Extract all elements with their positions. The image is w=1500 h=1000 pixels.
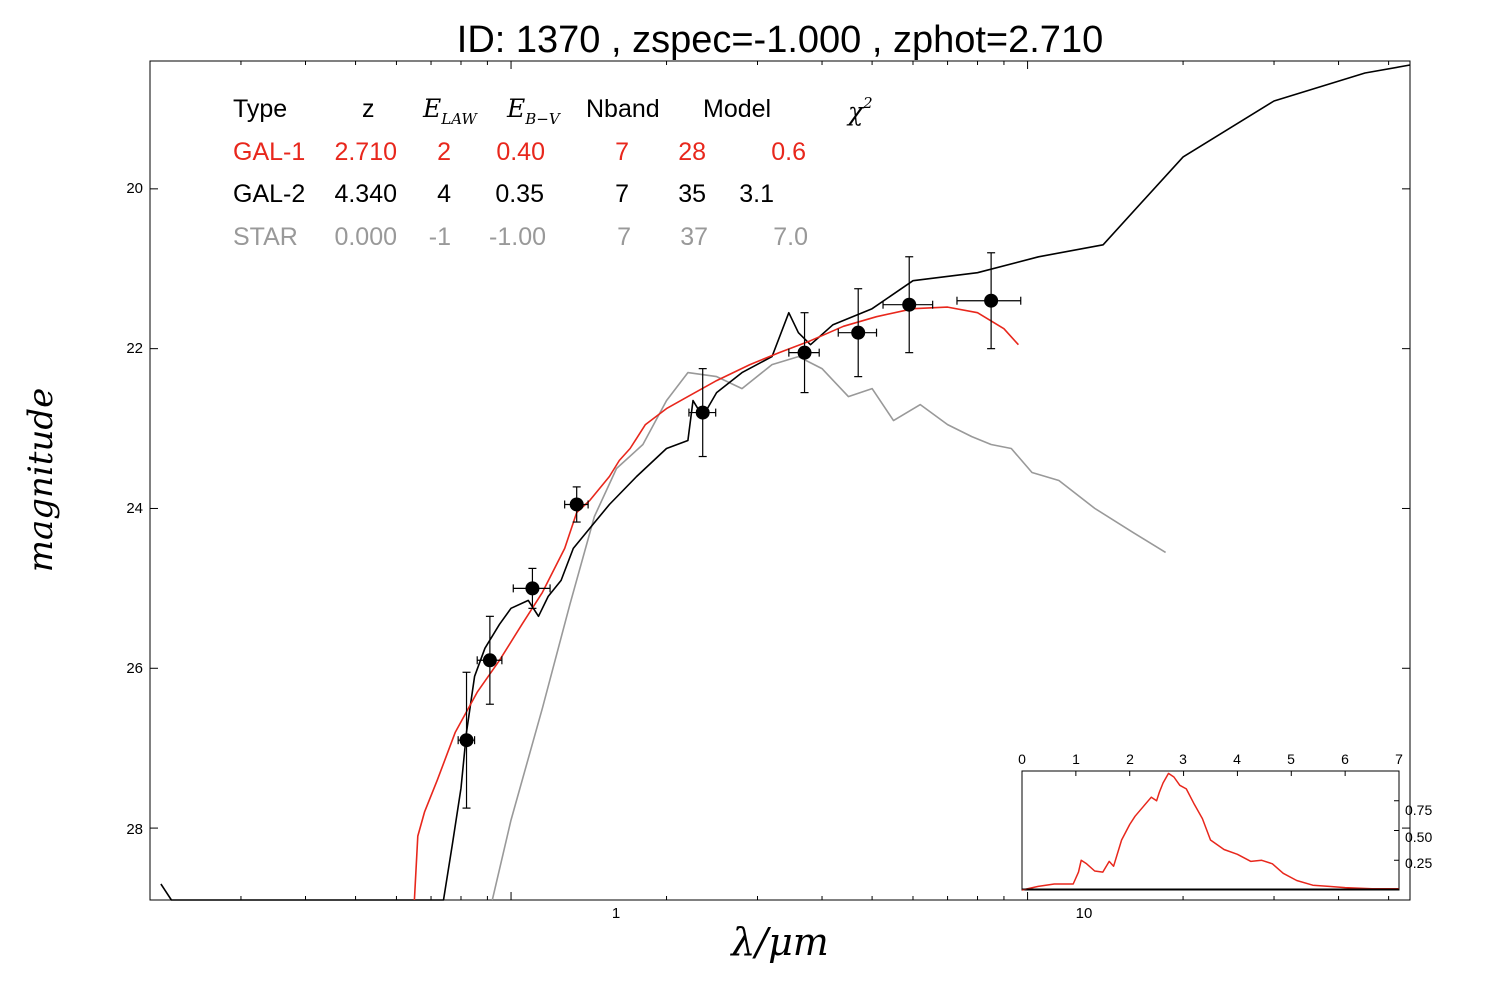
legend-cell-elaw: 2 — [437, 138, 451, 166]
legend-cell-type: GAL-2 — [233, 180, 305, 208]
data-point — [512, 567, 551, 609]
y-tick-label-28: 28 — [126, 821, 143, 838]
data-marker — [851, 325, 866, 340]
x-axis-label: λ/μm — [729, 920, 829, 964]
inset-y-tick-label: 0.25 — [1405, 855, 1432, 871]
series-line-star — [491, 355, 1167, 901]
series-line-gal-2 — [160, 64, 1411, 901]
legend-header-type: Type — [233, 95, 287, 123]
model-curves — [160, 64, 1411, 901]
legend-cell-model: 35 — [678, 180, 706, 208]
data-point — [457, 671, 476, 809]
legend-header-chi2: χ2 — [846, 94, 873, 126]
legend-row-gal2: GAL-2 4.340 4 0.35 7 35 3.1 — [233, 180, 774, 208]
inset-x-tick-label: 4 — [1233, 751, 1241, 767]
legend-table: Type z ELAW EB−V Nband Model χ2 GAL-1 2.… — [233, 94, 873, 251]
legend-header-ebv: EB−V — [506, 94, 562, 128]
legend-cell-chi2: 7.0 — [773, 223, 808, 251]
data-point — [882, 256, 934, 354]
inset-axis-ticks — [1021, 771, 1400, 861]
data-marker — [569, 497, 584, 512]
inset-y-tick-label: 0.50 — [1405, 829, 1432, 845]
legend-header-z: z — [362, 95, 375, 123]
data-point — [688, 368, 717, 458]
inset-x-tick-label: 7 — [1395, 751, 1403, 767]
legend-cell-ebv: 0.40 — [496, 138, 545, 166]
data-marker — [797, 345, 812, 360]
y-axis-label: magnitude — [21, 388, 61, 573]
legend-cell-chi2: 3.1 — [739, 180, 774, 208]
legend-header-model: Model — [703, 95, 771, 123]
legend-cell-elaw: 4 — [437, 180, 451, 208]
legend-cell-z: 0.000 — [334, 223, 397, 251]
inset-series-line — [1021, 772, 1399, 891]
legend-cell-ebv: -1.00 — [489, 223, 546, 251]
legend-cell-nband: 7 — [615, 138, 629, 166]
inset-y-tick-label: 0.75 — [1405, 802, 1432, 818]
data-marker — [525, 581, 540, 596]
y-tick-label-26: 26 — [126, 660, 143, 677]
y-tick-label-22: 22 — [126, 340, 143, 357]
legend-cell-z: 2.710 — [334, 138, 397, 166]
legend-row-gal1: GAL-1 2.710 2 0.40 7 28 0.6 — [233, 138, 806, 166]
inset-x-tick-label: 0 — [1018, 751, 1026, 767]
data-point — [476, 615, 503, 705]
legend-cell-model: 37 — [680, 223, 708, 251]
data-marker — [482, 653, 497, 668]
x-tick-label-10: 10 — [1076, 905, 1093, 922]
data-point — [564, 486, 589, 523]
legend-cell-nband: 7 — [615, 180, 629, 208]
data-marker — [902, 297, 917, 312]
data-marker — [459, 733, 474, 748]
data-marker — [984, 293, 999, 308]
legend-cell-ebv: 0.35 — [495, 180, 544, 208]
inset-x-tick-label: 2 — [1126, 751, 1134, 767]
inset-x-tick-label: 5 — [1287, 751, 1295, 767]
plot-area — [149, 60, 1411, 901]
inset-x-tick-label: 3 — [1179, 751, 1187, 767]
main-axis-ticks — [149, 61, 1410, 900]
legend-row-star: STAR 0.000 -1 -1.00 7 37 7.0 — [233, 223, 808, 251]
legend-cell-elaw: -1 — [429, 223, 451, 251]
chart-title: ID: 1370 , zspec=-1.000 , zphot=2.710 — [457, 19, 1103, 61]
inset-x-tick-label: 1 — [1072, 751, 1080, 767]
data-marker — [695, 405, 710, 420]
series-line-gal-1 — [413, 306, 1019, 901]
data-point — [788, 312, 820, 394]
data-point — [837, 288, 878, 378]
legend-cell-type: GAL-1 — [233, 138, 305, 166]
legend-cell-z: 4.340 — [334, 180, 397, 208]
data-point — [956, 252, 1022, 350]
legend-cell-chi2: 0.6 — [771, 138, 806, 166]
legend-header-elaw: ELAW — [422, 94, 478, 128]
y-tick-label-24: 24 — [126, 500, 143, 517]
legend-cell-type: STAR — [233, 223, 298, 251]
photometry-points — [457, 252, 1022, 809]
y-tick-label-20: 20 — [126, 180, 143, 197]
x-tick-label-1: 1 — [612, 905, 620, 922]
legend-cell-nband: 7 — [617, 223, 631, 251]
inset-x-tick-label: 6 — [1341, 751, 1349, 767]
legend-header-nband: Nband — [586, 95, 660, 123]
legend-cell-model: 28 — [678, 138, 706, 166]
inset-curve — [1021, 772, 1399, 891]
inset-chart: 0 1 2 3 4 5 6 7 0.75 0.50 0.25 — [1018, 751, 1432, 891]
